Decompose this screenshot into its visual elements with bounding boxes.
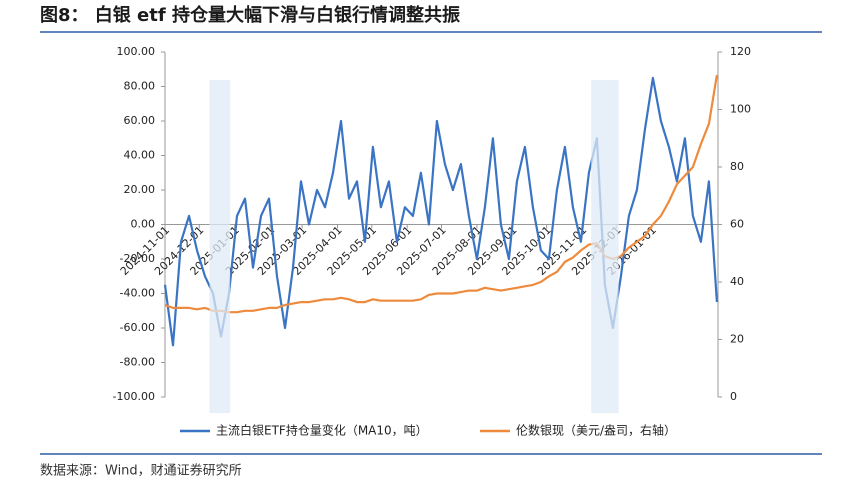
y-tick-label: -60.00 — [120, 321, 155, 334]
y-tick-label: 60.00 — [124, 114, 156, 127]
legend-label: 主流白银ETF持仓量变化（MA10，吨） — [216, 423, 428, 438]
y-tick-label: 100.00 — [117, 45, 156, 58]
shaded-range — [209, 80, 231, 413]
chart-title: 图8： 白银 etf 持仓量大幅下滑与白银行情调整共振 — [40, 4, 460, 26]
y2-tick-label: 0 — [730, 390, 737, 403]
y-tick-label: -20.00 — [120, 252, 155, 265]
y-tick-label: 0.00 — [131, 218, 156, 231]
y-tick-label: 80.00 — [124, 80, 156, 93]
legend-label: 伦数银现（美元/盎司，右轴） — [516, 423, 676, 438]
source: 数据来源：Wind，财通证券研究所 — [40, 463, 242, 479]
shaded-range — [591, 80, 619, 413]
y2-tick-label: 120 — [730, 45, 751, 58]
y-tick-label: -40.00 — [120, 287, 155, 300]
series-line — [163, 76, 718, 347]
y2-tick-label: 40 — [730, 275, 744, 288]
y2-tick-label: 60 — [730, 218, 744, 231]
y2-tick-label: 100 — [730, 103, 751, 116]
y-tick-label: 20.00 — [124, 183, 156, 196]
y2-tick-label: 20 — [730, 333, 744, 346]
y2-tick-label: 80 — [730, 160, 744, 173]
y-tick-label: 40.00 — [124, 149, 156, 162]
series-line — [164, 74, 718, 314]
y-tick-label: -80.00 — [120, 356, 155, 369]
y-tick-label: -100.00 — [113, 390, 155, 403]
